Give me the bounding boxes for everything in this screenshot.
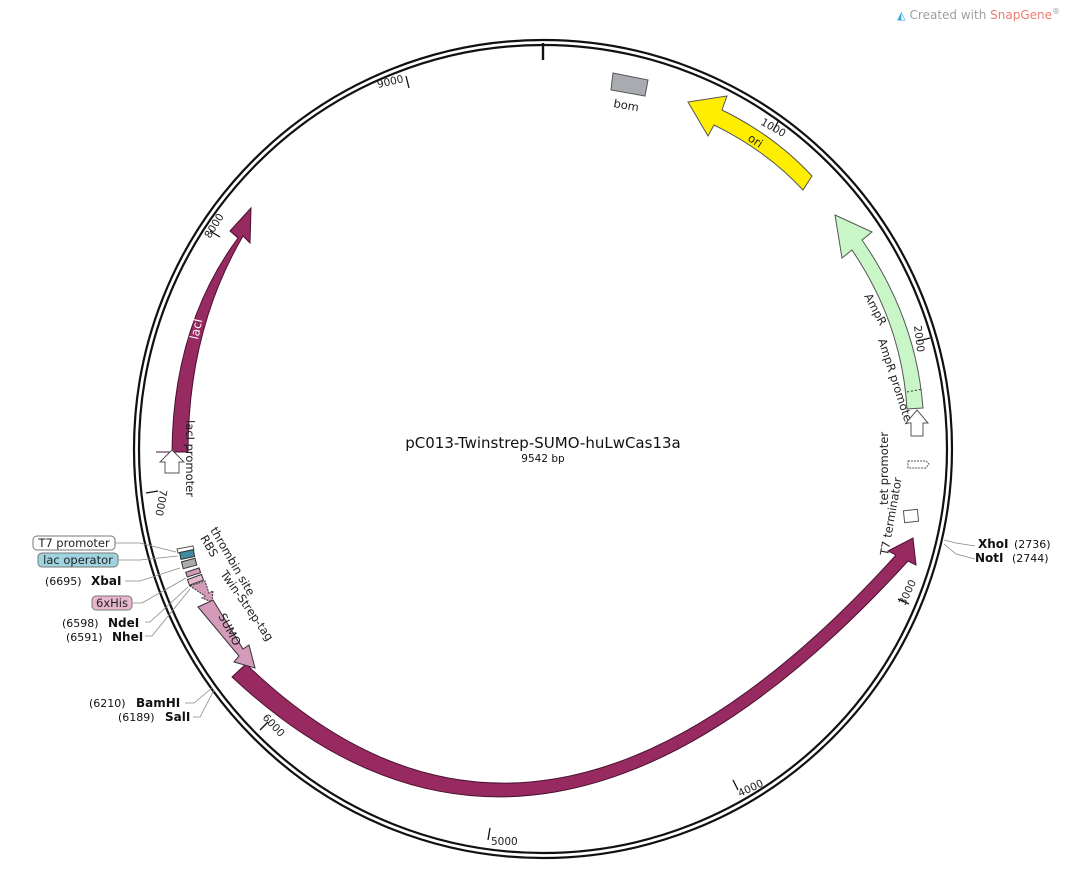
laci-promoter-arrow	[158, 449, 186, 474]
bom-block	[610, 72, 649, 97]
tet-promoter-label: tet promoter	[877, 432, 891, 505]
lwcas13a-arrow	[231, 537, 917, 798]
left-callouts: T7 promoter lac operator 6xHis (6695) Xb…	[32, 535, 215, 724]
ampr-promoter-arrow	[904, 409, 930, 437]
lac-operator-block	[178, 549, 196, 560]
ori-label: ori	[745, 131, 765, 151]
t7-terminator-block	[902, 508, 920, 524]
rbs-block	[180, 557, 198, 570]
his6-block	[186, 573, 205, 586]
xbai-position: (6695)	[45, 575, 82, 588]
tick-label-9000: 9000	[376, 73, 405, 91]
ndei-position: (6598)	[62, 617, 99, 630]
tick-mark-1000	[772, 119, 780, 132]
nhei-position: (6591)	[66, 631, 103, 644]
tick-mark-5000	[487, 827, 491, 841]
ori-arrow	[687, 95, 813, 191]
twin-strep-tag-arrow	[188, 580, 214, 603]
lwcas13a-label: LwCas13a	[580, 807, 643, 831]
ndei-name: NdeI	[108, 616, 139, 630]
feature-laci: lacI lacI promoter	[156, 206, 252, 497]
snapgene-watermark: ◭ Created with SnapGene®	[897, 7, 1060, 22]
feature-lwcas13a: LwCas13a	[231, 537, 917, 831]
feature-expression-cassette: SUMO Twin-Strep-tag thrombin site RBS	[176, 525, 277, 669]
tick-marks	[145, 75, 931, 841]
tick-mark-8000	[209, 230, 221, 238]
t7-promoter-block	[176, 545, 195, 554]
laci-promoter-label: lacI promoter	[183, 420, 197, 497]
noti-name: NotI	[975, 551, 1004, 565]
tick-mark-3000	[897, 598, 910, 605]
noti-position: (2744)	[1012, 552, 1049, 565]
plasmid-length: 9542 bp	[521, 453, 565, 465]
tick-label-7000: 7000	[152, 488, 168, 516]
feature-tet-t7: tet promoter T7 terminator	[877, 432, 930, 558]
tet-promoter-arrow	[907, 460, 930, 469]
sumo-arrow	[197, 599, 256, 669]
bamhi-name: BamHI	[136, 696, 180, 710]
lac-operator-label: lac operator	[43, 553, 113, 567]
tick-mark-6000	[259, 721, 269, 731]
xhoi-name: XhoI	[978, 537, 1009, 551]
bom-label: bom	[612, 96, 640, 114]
laci-arrow	[156, 206, 252, 453]
tick-mark-4000	[732, 779, 739, 791]
snapgene-logo-icon: ◭	[897, 9, 906, 22]
right-callouts: XhoI (2736) NotI (2744)	[943, 537, 1051, 565]
plasmid-name: pC013-Twinstrep-SUMO-huLwCas13a	[405, 434, 680, 452]
tick-mark-7000	[145, 490, 159, 494]
feature-ori: ori	[687, 95, 813, 191]
feature-bom: bom	[610, 72, 649, 114]
tick-mark-9000	[405, 75, 410, 89]
his6-label: 6xHis	[96, 596, 128, 610]
t7-promoter-label: T7 promoter	[37, 536, 110, 550]
tick-label-5000: 5000	[491, 836, 518, 848]
bamhi-position: (6210)	[89, 697, 126, 710]
snapgene-brand: SnapGene	[990, 8, 1052, 22]
xbai-name: XbaI	[91, 574, 121, 588]
nhei-name: NheI	[112, 630, 143, 644]
sali-name: SalI	[165, 710, 190, 724]
tick-label-2000: 2000	[911, 325, 926, 353]
ampr-arrow	[834, 214, 924, 410]
sali-position: (6189)	[118, 711, 155, 724]
laci-label: lacI	[187, 317, 205, 340]
ampr-promoter-overlap	[906, 388, 924, 393]
thrombin-site-block	[185, 567, 202, 578]
xhoi-position: (2736)	[1014, 538, 1051, 551]
tick-mark-2000	[917, 337, 931, 342]
